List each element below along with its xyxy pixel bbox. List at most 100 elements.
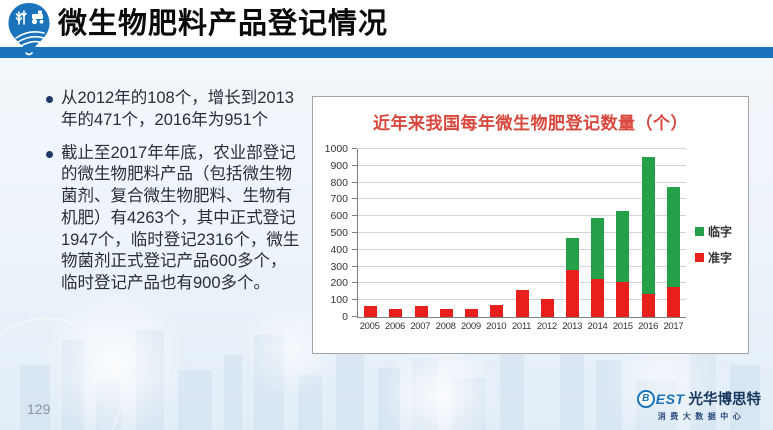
y-axis-tick-label: 400 — [330, 243, 348, 256]
gridline — [358, 248, 686, 250]
y-axis-tick-mark — [352, 299, 357, 301]
bar-segment — [364, 306, 378, 317]
gridline — [358, 265, 686, 267]
y-axis-tick-label: 700 — [330, 193, 348, 206]
bullet-list: 从2012年的108个，增长到2013年的471个，2016年为951个 截止至… — [44, 88, 302, 306]
y-axis-tick-mark — [352, 164, 357, 166]
bar-segment — [439, 308, 453, 317]
bar-segment — [666, 186, 680, 287]
x-axis-tick-label: 2010 — [486, 321, 507, 332]
slide-title: 微生物肥料产品登记情况 — [58, 8, 389, 40]
gridline — [358, 215, 686, 217]
bar-column-2013 — [560, 149, 585, 317]
x-axis-labels: 2005 2006 2007 2008 2009 2010 2011 2012 2013 2014… — [357, 318, 686, 332]
y-axis-tick-mark — [352, 316, 357, 317]
x-axis-tick-label: 2007 — [410, 321, 431, 332]
bullet-item: 截止至2017年年底，农业部登记的微生物肥料产品（包括微生物菌剂、复合微生物肥料… — [44, 143, 302, 295]
bar-column-2006 — [383, 149, 408, 317]
y-axis-tick-label: 100 — [330, 294, 348, 307]
x-axis-tick-label: 2014 — [587, 321, 608, 332]
y-axis-tick-label: 0 — [342, 311, 348, 323]
best-logo-text: EST — [655, 390, 685, 407]
x-axis-tick-label: 2013 — [562, 321, 583, 332]
chart-legend: 临字 准字 — [686, 149, 744, 332]
gridline — [358, 181, 686, 183]
y-axis: 0 100 200 300 400 500 600 700 800 900 1000 — [321, 143, 357, 323]
y-axis-tick-label: 600 — [330, 210, 348, 223]
gridline — [358, 148, 686, 149]
best-logo-mark-icon: B — [636, 389, 655, 408]
bar-segment — [591, 279, 605, 317]
x-axis-tick-label: 2009 — [460, 321, 481, 332]
chart-body: 0 100 200 300 400 500 600 700 800 900 1000 2005 200… — [313, 143, 748, 332]
company-name: 光华博思特 — [688, 392, 762, 408]
header-divider-bar — [0, 47, 773, 58]
legend-label: 准字 — [708, 251, 733, 265]
title-bar — [0, 0, 773, 47]
bar-segment — [616, 281, 630, 317]
x-axis-tick-label: 2015 — [612, 321, 633, 332]
bar-segment — [389, 309, 403, 317]
y-axis-tick-label: 200 — [330, 277, 348, 290]
bar-column-2010 — [484, 149, 509, 317]
bar-segment — [490, 305, 504, 317]
bar-segment — [641, 294, 655, 317]
y-axis-tick-mark — [352, 265, 357, 267]
y-axis-tick-mark — [352, 181, 357, 183]
y-axis-tick-mark — [352, 248, 357, 250]
y-axis-tick-mark — [352, 232, 357, 233]
page-number: 129 — [27, 401, 51, 417]
best-logo-row: B EST 光华博思特 — [636, 388, 762, 409]
company-subtitle: 消费大数据中心 — [657, 412, 746, 421]
bar-segment — [565, 237, 579, 270]
y-axis-tick-mark — [352, 282, 357, 284]
bar-column-2009 — [459, 149, 484, 317]
legend-swatch — [695, 227, 704, 236]
y-axis-tick-label: 1000 — [324, 143, 348, 155]
bar-column-2016 — [636, 149, 661, 317]
x-axis-tick-label: 2006 — [385, 321, 405, 332]
gridline — [358, 282, 686, 284]
best-brand-logo: B EST 光华博思特 消费大数据中心 — [636, 388, 762, 422]
bar-segment — [414, 306, 428, 317]
bar-segment — [515, 290, 529, 317]
bar-column-2014 — [585, 149, 610, 317]
x-axis-tick-label: 2008 — [435, 321, 456, 332]
bar-segment — [641, 157, 655, 295]
y-axis-tick-mark — [352, 148, 357, 149]
y-axis-tick-label: 800 — [330, 176, 348, 189]
gridline — [358, 232, 686, 233]
chart-title: 近年来我国每年微生物肥登记数量（个） — [373, 114, 688, 133]
legend-label: 临字 — [708, 225, 733, 239]
bar-column-2007 — [408, 149, 433, 317]
bar-segment — [591, 217, 605, 280]
legend-item: 准字 — [695, 249, 744, 266]
legend-item: 临字 — [695, 223, 744, 240]
bar-column-2015 — [610, 149, 635, 317]
agri-balloon-logo-icon — [8, 3, 50, 59]
bar-column-2005 — [358, 149, 383, 317]
y-axis-tick-label: 900 — [330, 159, 348, 172]
y-axis-tick-label: 500 — [330, 227, 348, 239]
bar-segment — [540, 298, 554, 317]
gridline — [358, 198, 686, 200]
y-axis-tick-label: 300 — [330, 260, 348, 273]
bar-segment — [666, 286, 680, 317]
chart-panel: 近年来我国每年微生物肥登记数量（个） 0 100 200 300 400 500 600 70… — [312, 96, 749, 354]
bar-segment — [565, 269, 579, 317]
bar-column-2017 — [661, 149, 686, 317]
bullet-item: 从2012年的108个，增长到2013年的471个，2016年为951个 — [44, 88, 302, 132]
plot-column: 2005 2006 2007 2008 2009 2010 2011 2012 2013 2014… — [357, 148, 686, 332]
bar-segment — [465, 308, 479, 317]
bar-column-2012 — [535, 149, 560, 317]
y-axis-tick-mark — [352, 215, 357, 217]
x-axis-tick-label: 2012 — [536, 321, 557, 332]
gridline — [358, 164, 686, 166]
bar-column-2011 — [509, 149, 534, 317]
x-axis-tick-label: 2016 — [638, 321, 659, 332]
y-axis-tick-mark — [352, 198, 357, 200]
x-axis-tick-label: 2005 — [359, 321, 380, 332]
legend-swatch — [695, 253, 704, 262]
x-axis-tick-label: 2017 — [663, 321, 684, 332]
